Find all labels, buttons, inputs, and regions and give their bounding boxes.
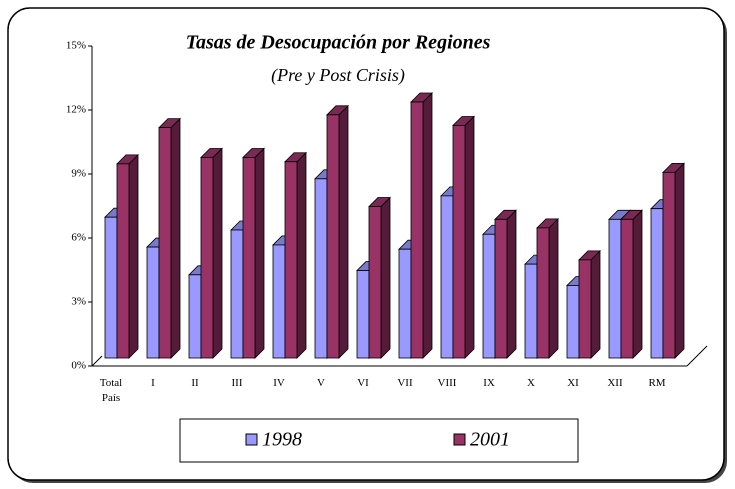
x-tick-label: VI [357, 377, 369, 389]
bar-front [524, 263, 538, 359]
x-tick-label: X [527, 377, 535, 389]
bar-side [548, 217, 559, 359]
y-tick-label: 0% [71, 360, 86, 372]
floor-right [686, 345, 708, 367]
legend-swatch [245, 433, 258, 446]
x-tick-label: VIII [437, 377, 457, 389]
bar-side [296, 151, 307, 359]
bar-side [380, 196, 391, 359]
bar-front [662, 171, 676, 359]
bar-front [536, 227, 550, 359]
bar [158, 117, 181, 359]
bar [410, 92, 433, 359]
legend-label: 1998 [262, 429, 302, 451]
bar [662, 162, 685, 359]
bar-front [650, 208, 664, 359]
bar-side [422, 92, 433, 359]
bar-front [440, 195, 454, 359]
bar-front [482, 233, 496, 359]
bar [578, 249, 601, 359]
bar-side [632, 209, 643, 359]
bar-front [578, 259, 592, 359]
x-tick-label: III [231, 377, 243, 389]
bar-side [338, 104, 349, 359]
bar-side [254, 147, 265, 359]
y-tick-label: 3% [71, 296, 86, 308]
bar [242, 147, 265, 359]
bar [116, 153, 139, 359]
x-tick-label: V [317, 377, 325, 389]
x-tick-label: Total País [99, 377, 123, 404]
bar-front [608, 218, 622, 359]
bar [326, 104, 349, 359]
x-tick-label: IX [483, 377, 495, 389]
bar-front [398, 248, 412, 359]
bar-front [200, 157, 214, 359]
bar [494, 209, 517, 359]
bar-front [452, 125, 466, 359]
bar-side [464, 115, 475, 359]
bar-front [314, 178, 328, 359]
chart-subtitle: (Pre y Post Crisis) [271, 65, 405, 86]
bar-side [590, 249, 601, 359]
legend-box [179, 418, 579, 463]
x-tick-label: IV [273, 377, 285, 389]
x-tick-label: XI [567, 377, 579, 389]
bar-side [674, 162, 685, 359]
bar [452, 115, 475, 359]
bar-side [506, 209, 517, 359]
y-tick-label: 9% [71, 168, 86, 180]
bar-side [170, 117, 181, 359]
bar-front [146, 246, 160, 359]
bar-front [116, 163, 130, 359]
x-tick-label: XII [607, 377, 623, 389]
bar-front [494, 218, 508, 359]
bar-front [272, 244, 286, 359]
bar-front [368, 206, 382, 359]
bar-side [128, 153, 139, 359]
bar [620, 209, 643, 359]
bar-front [620, 218, 634, 359]
x-tick-label: II [191, 377, 199, 389]
x-tick-label: I [151, 377, 155, 389]
bar [200, 147, 223, 359]
frame [7, 7, 725, 481]
bar [368, 196, 391, 359]
bar [284, 151, 307, 359]
y-tick-label: 15% [66, 40, 86, 52]
bar [536, 217, 559, 359]
bar-front [410, 101, 424, 359]
bar-front [566, 285, 580, 359]
bar-front [326, 114, 340, 359]
x-tick-label: VII [397, 377, 413, 389]
legend-swatch [453, 433, 466, 446]
floor-left [91, 355, 103, 367]
bar-front [242, 157, 256, 359]
bar-front [230, 229, 244, 359]
bar-front [104, 216, 118, 359]
legend-label: 2001 [470, 429, 510, 451]
bar-front [284, 161, 298, 359]
y-tick-label: 6% [71, 232, 86, 244]
x-tick-label: RM [648, 377, 666, 389]
y-tick-label: 12% [66, 104, 86, 116]
bar-front [356, 270, 370, 359]
bar-side [212, 147, 223, 359]
bar-front [158, 127, 172, 359]
chart-title: Tasas de Desocupación por Regiones [186, 32, 491, 54]
bar-front [188, 274, 202, 359]
